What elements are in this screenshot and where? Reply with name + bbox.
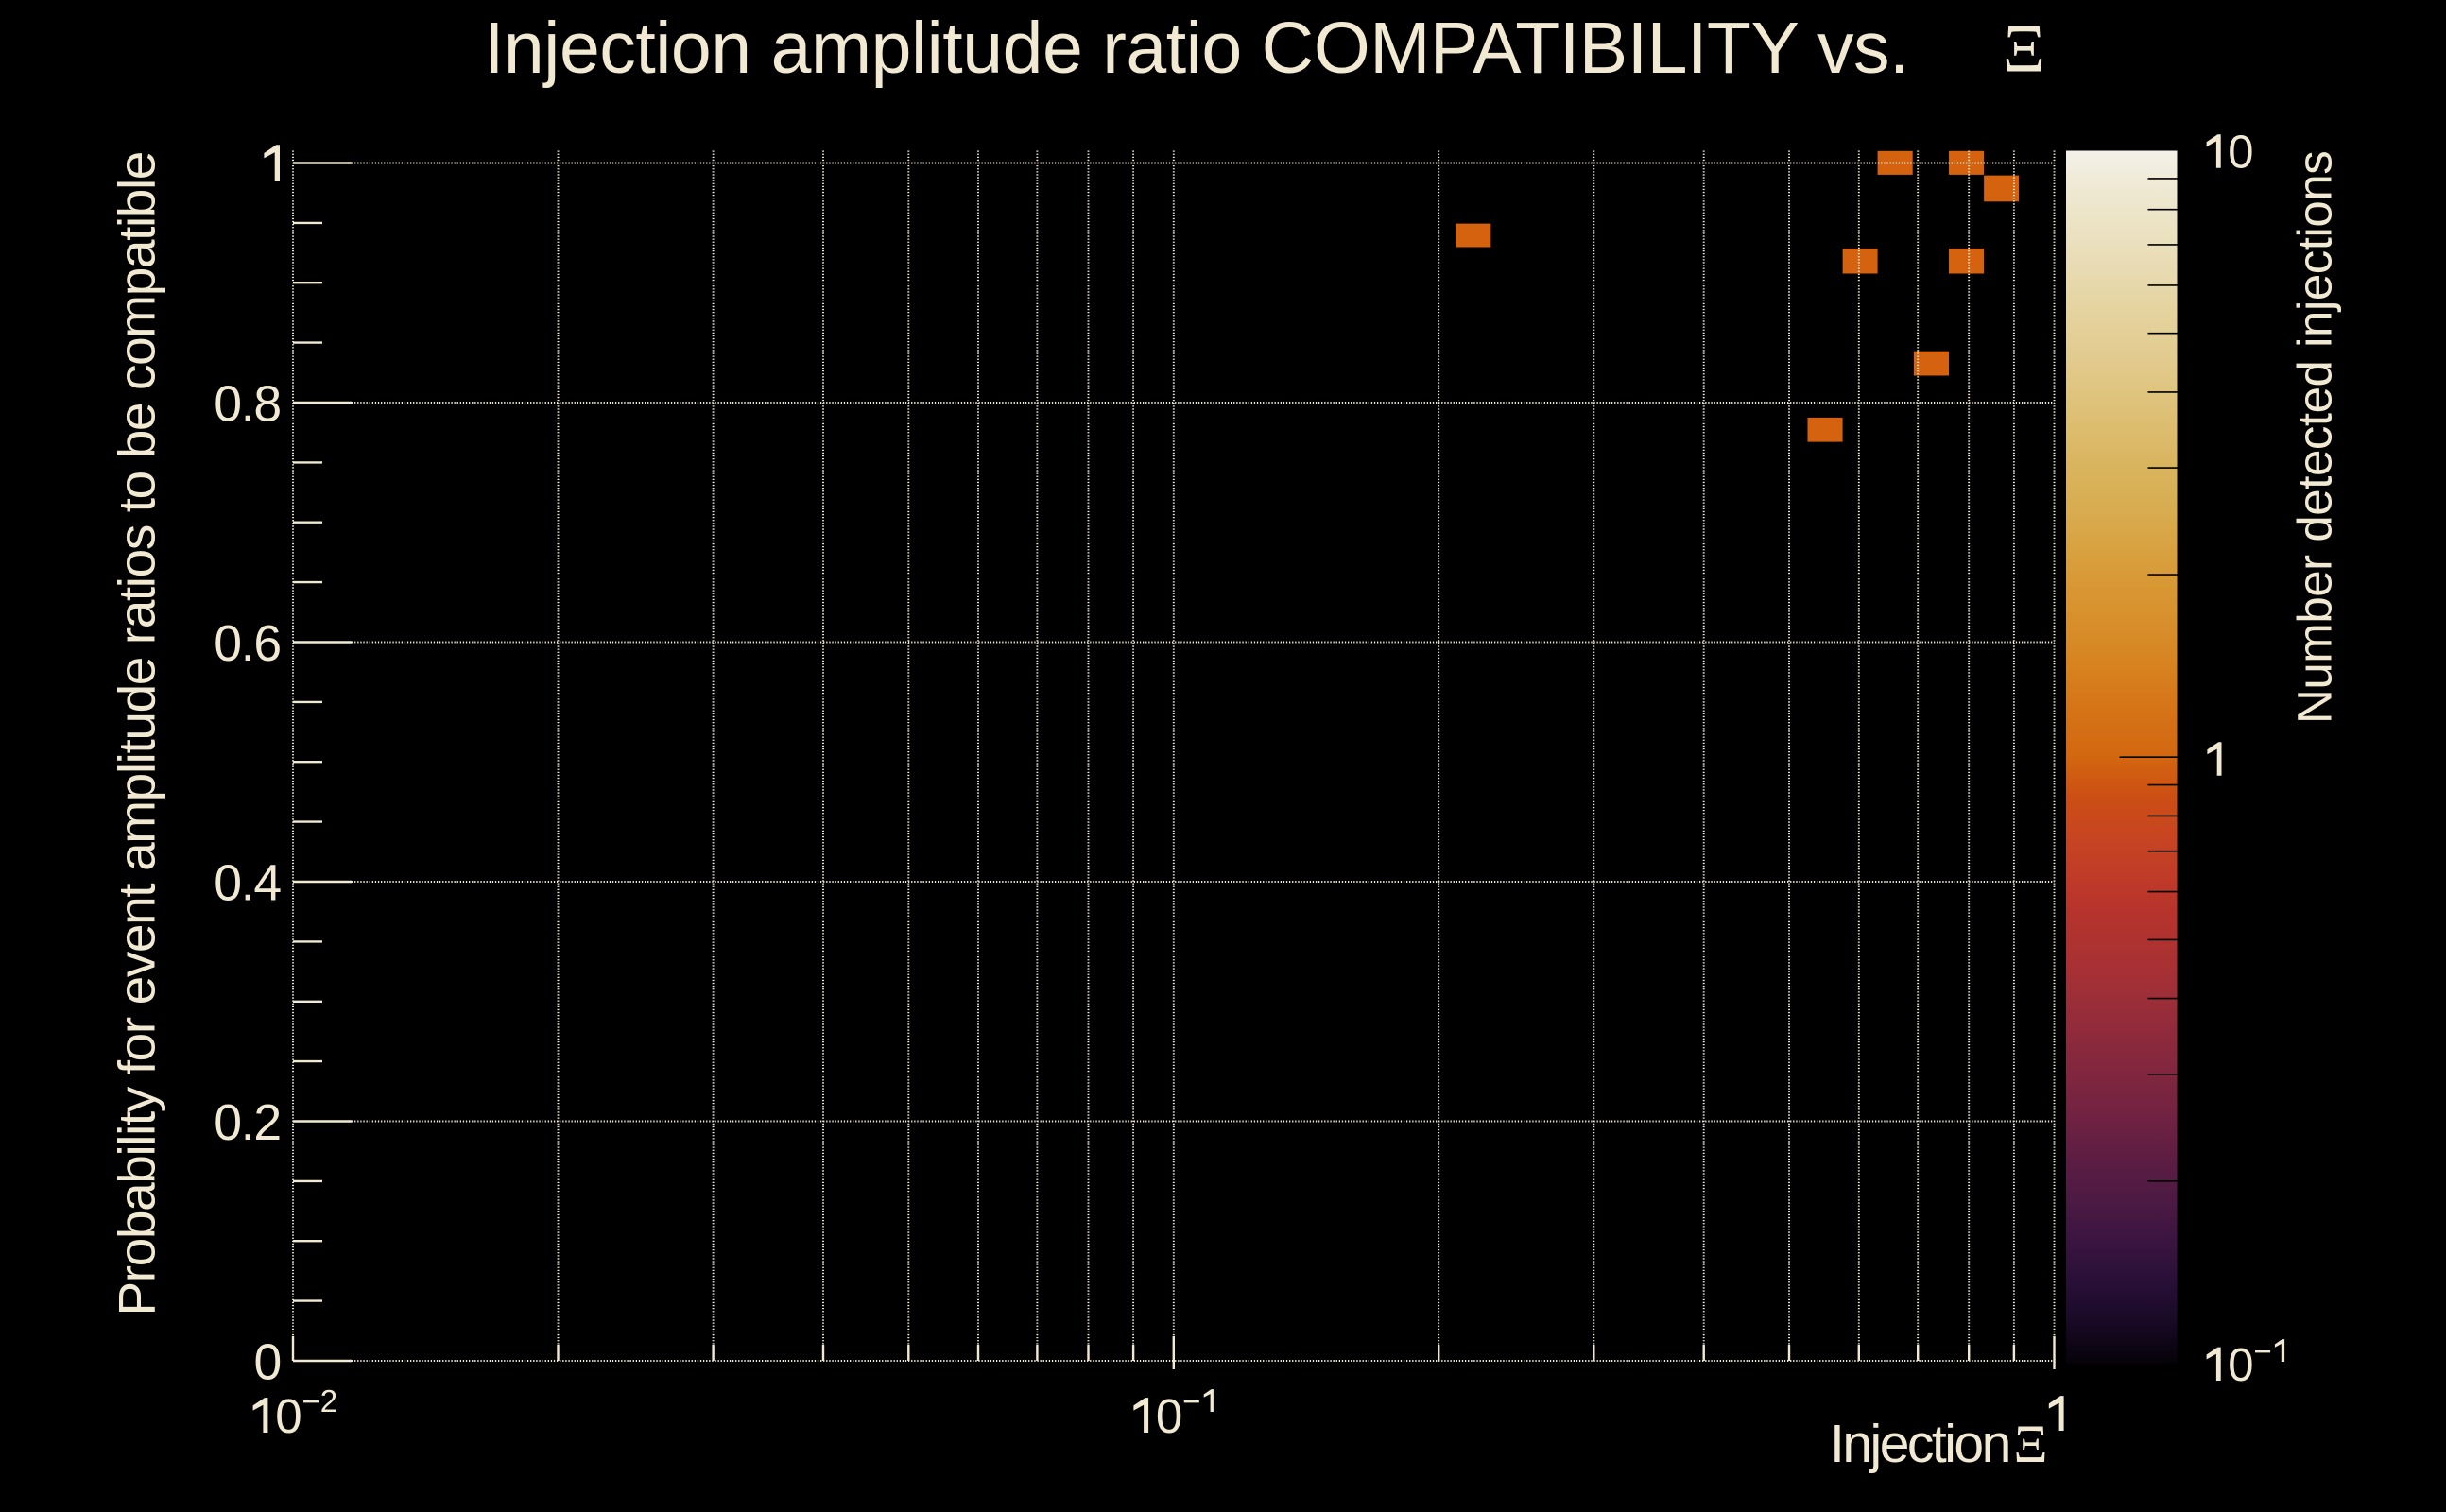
svg-text:−: − [1182, 1383, 1200, 1418]
svg-text:Number detected injections: Number detected injections [2288, 151, 2342, 724]
svg-text:0: 0 [2228, 1340, 2253, 1391]
svg-text:Probability for event amplitud: Probability for event amplitude ratios t… [108, 152, 166, 1315]
svg-text:Injection: Injection [1830, 1414, 2009, 1474]
svg-text:0: 0 [253, 1335, 281, 1391]
svg-text:0: 0 [275, 1389, 301, 1443]
svg-text:0.8: 0.8 [214, 377, 281, 433]
svg-text:Injection amplitude ratio COMP: Injection amplitude ratio COMPATIBILITY … [484, 8, 1909, 89]
svg-text:0.6: 0.6 [214, 616, 281, 672]
svg-text:−: − [302, 1383, 320, 1418]
svg-text:0.4: 0.4 [214, 856, 281, 912]
svg-text:−: − [2254, 1333, 2272, 1368]
svg-text:Ξ: Ξ [2014, 1415, 2048, 1474]
svg-text:0: 0 [1156, 1389, 1182, 1443]
svg-text:2: 2 [320, 1383, 337, 1418]
svg-text:Ξ: Ξ [2003, 10, 2045, 87]
svg-text:0: 0 [2228, 128, 2253, 179]
svg-text:0.2: 0.2 [214, 1095, 281, 1151]
